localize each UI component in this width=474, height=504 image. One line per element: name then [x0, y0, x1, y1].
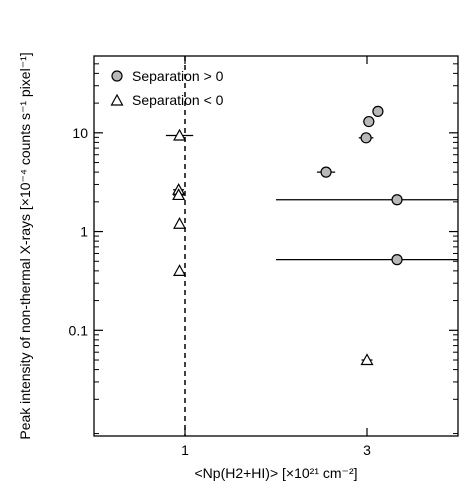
data-point-circle	[391, 194, 403, 206]
x-tick-label: 1	[181, 442, 189, 458]
legend-label-separation-negative: Separation < 0	[132, 92, 224, 108]
data-point-triangle	[173, 264, 187, 276]
data-point-circle	[372, 105, 384, 117]
data-point-circle	[363, 115, 375, 128]
data-point-circle	[360, 132, 372, 144]
y-tick-label: 0.1	[69, 322, 89, 338]
data-point-circle	[391, 254, 403, 266]
error-bars	[165, 110, 458, 361]
legend-marker-circle	[111, 70, 123, 82]
data-point-circle	[320, 166, 332, 178]
x-tick-label: 3	[363, 442, 371, 458]
y-axis-label: Peak intensity of non-thermal X-rays [×1…	[17, 52, 33, 439]
legend: Separation > 0 Separation < 0	[110, 68, 224, 108]
legend-marker-triangle	[110, 93, 124, 106]
data-point-triangle	[360, 353, 374, 366]
data-point-triangle	[172, 188, 186, 201]
axis-ticks: 1 3 0.1 1 10	[69, 55, 458, 458]
data-point-triangle	[173, 217, 187, 229]
y-tick-label: 1	[80, 224, 88, 240]
y-tick-label: 10	[72, 125, 88, 141]
legend-label-separation-positive: Separation > 0	[132, 68, 224, 84]
data-point-triangle	[173, 128, 187, 141]
data-markers	[172, 105, 403, 366]
plot-frame	[93, 55, 459, 437]
x-axis-label: <Np(H2+HI)> [×10²¹ cm⁻²]	[195, 465, 358, 481]
